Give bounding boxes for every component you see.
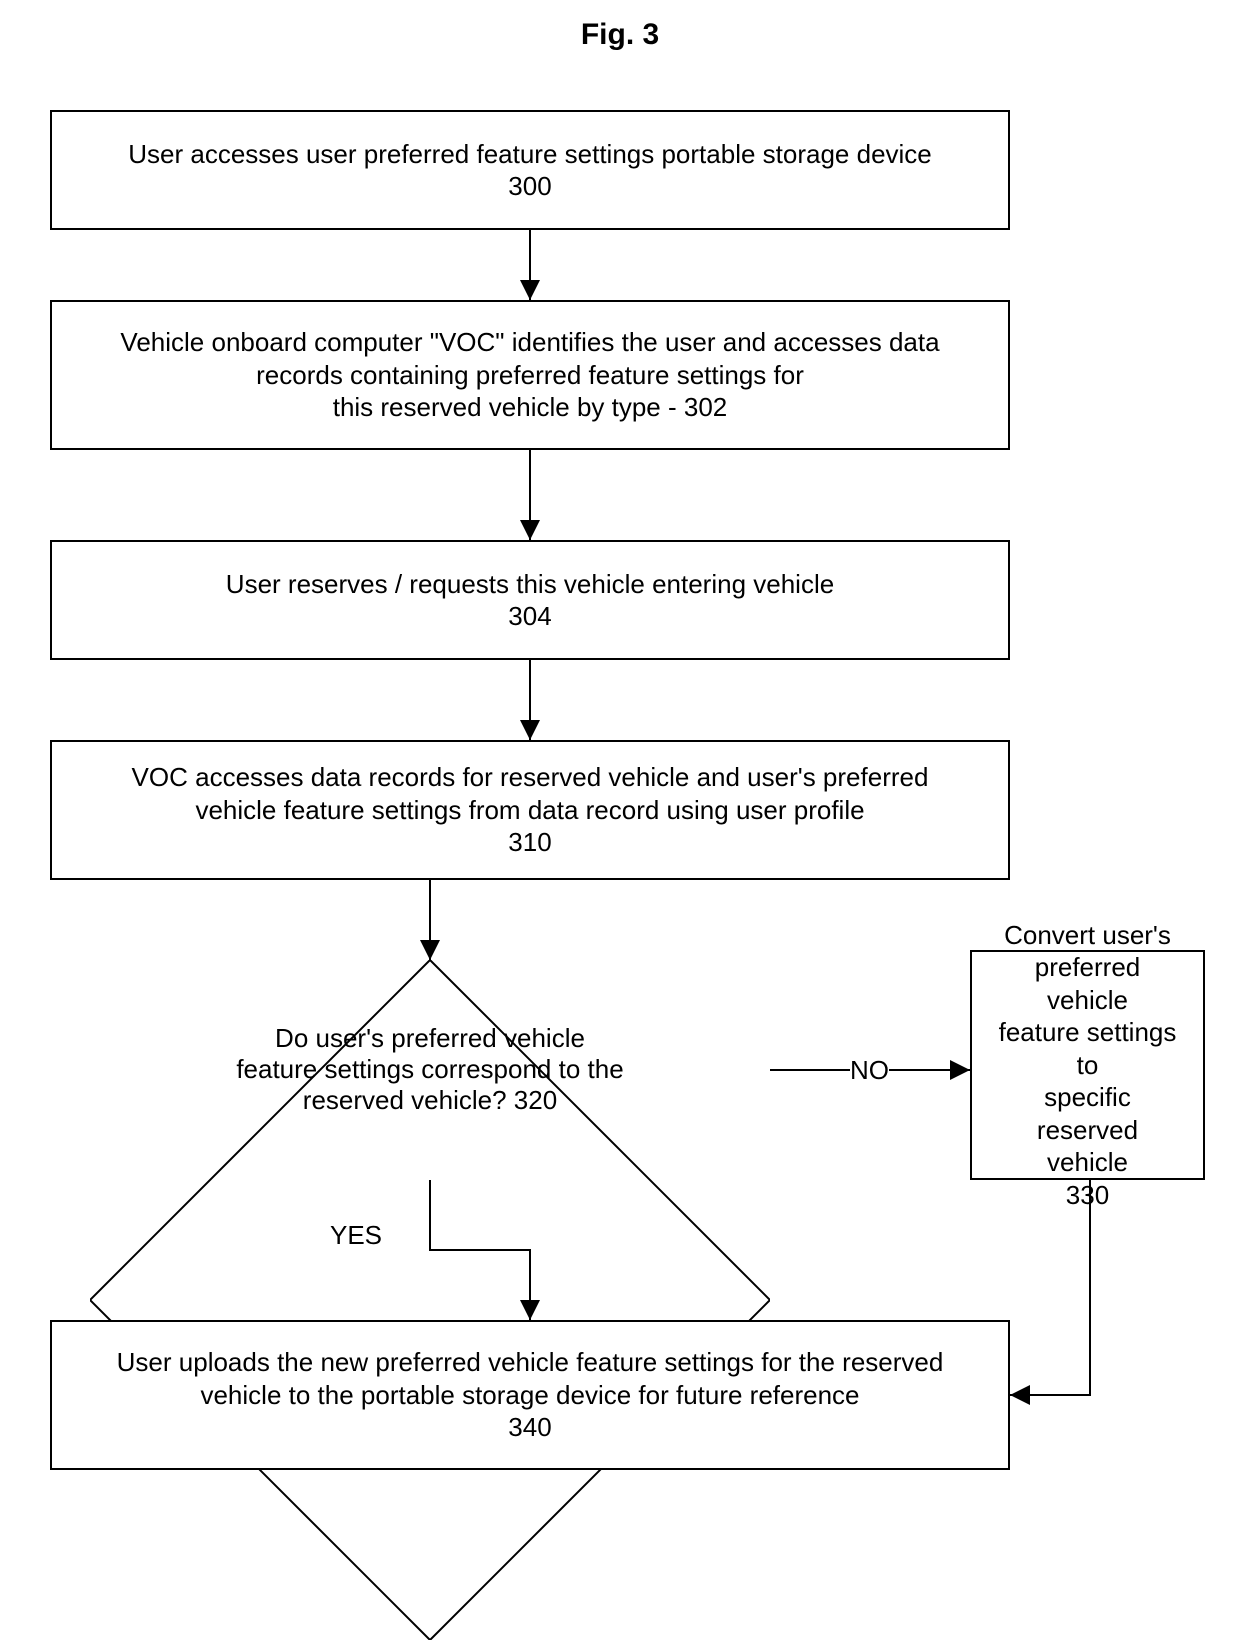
node-line: User reserves / requests this vehicle en… xyxy=(226,568,834,601)
node-line: reserved vehicle? 320 xyxy=(158,1086,702,1117)
node-line: 340 xyxy=(508,1411,551,1444)
node-340: User uploads the new preferred vehicle f… xyxy=(50,1320,1010,1470)
node-line: Convert user's xyxy=(1004,919,1171,952)
edge-label-yes: YES xyxy=(330,1220,382,1251)
node-300: User accesses user preferred feature set… xyxy=(50,110,1010,230)
edge xyxy=(1010,1180,1090,1395)
node-line: 304 xyxy=(508,600,551,633)
node-line: this reserved vehicle by type - 302 xyxy=(333,391,728,424)
node-line: preferred vehicle xyxy=(992,951,1183,1016)
node-line: User uploads the new preferred vehicle f… xyxy=(117,1346,944,1379)
node-line: VOC accesses data records for reserved v… xyxy=(132,761,929,794)
node-330: Convert user'spreferred vehiclefeature s… xyxy=(970,950,1205,1180)
node-line: feature settings correspond to the xyxy=(158,1054,702,1085)
node-line: vehicle to the portable storage device f… xyxy=(200,1379,859,1412)
node-line: specific reserved xyxy=(992,1081,1183,1146)
edge-label-no: NO xyxy=(850,1055,889,1086)
node-line: User accesses user preferred feature set… xyxy=(128,138,932,171)
node-line: records containing preferred feature set… xyxy=(256,359,804,392)
node-line: Vehicle onboard computer "VOC" identifie… xyxy=(120,326,939,359)
node-line: 310 xyxy=(508,826,551,859)
node-line: Do user's preferred vehicle xyxy=(158,1023,702,1054)
node-line: 300 xyxy=(508,170,551,203)
node-320-text: Do user's preferred vehiclefeature setti… xyxy=(158,1023,702,1117)
node-320-decision: Do user's preferred vehiclefeature setti… xyxy=(90,960,770,1180)
node-310: VOC accesses data records for reserved v… xyxy=(50,740,1010,880)
figure-title: Fig. 3 xyxy=(0,18,1240,52)
node-line: vehicle feature settings from data recor… xyxy=(195,794,864,827)
node-302: Vehicle onboard computer "VOC" identifie… xyxy=(50,300,1010,450)
node-line: 330 xyxy=(1066,1179,1109,1212)
node-304: User reserves / requests this vehicle en… xyxy=(50,540,1010,660)
node-line: vehicle xyxy=(1047,1146,1128,1179)
node-line: feature settings to xyxy=(992,1016,1183,1081)
